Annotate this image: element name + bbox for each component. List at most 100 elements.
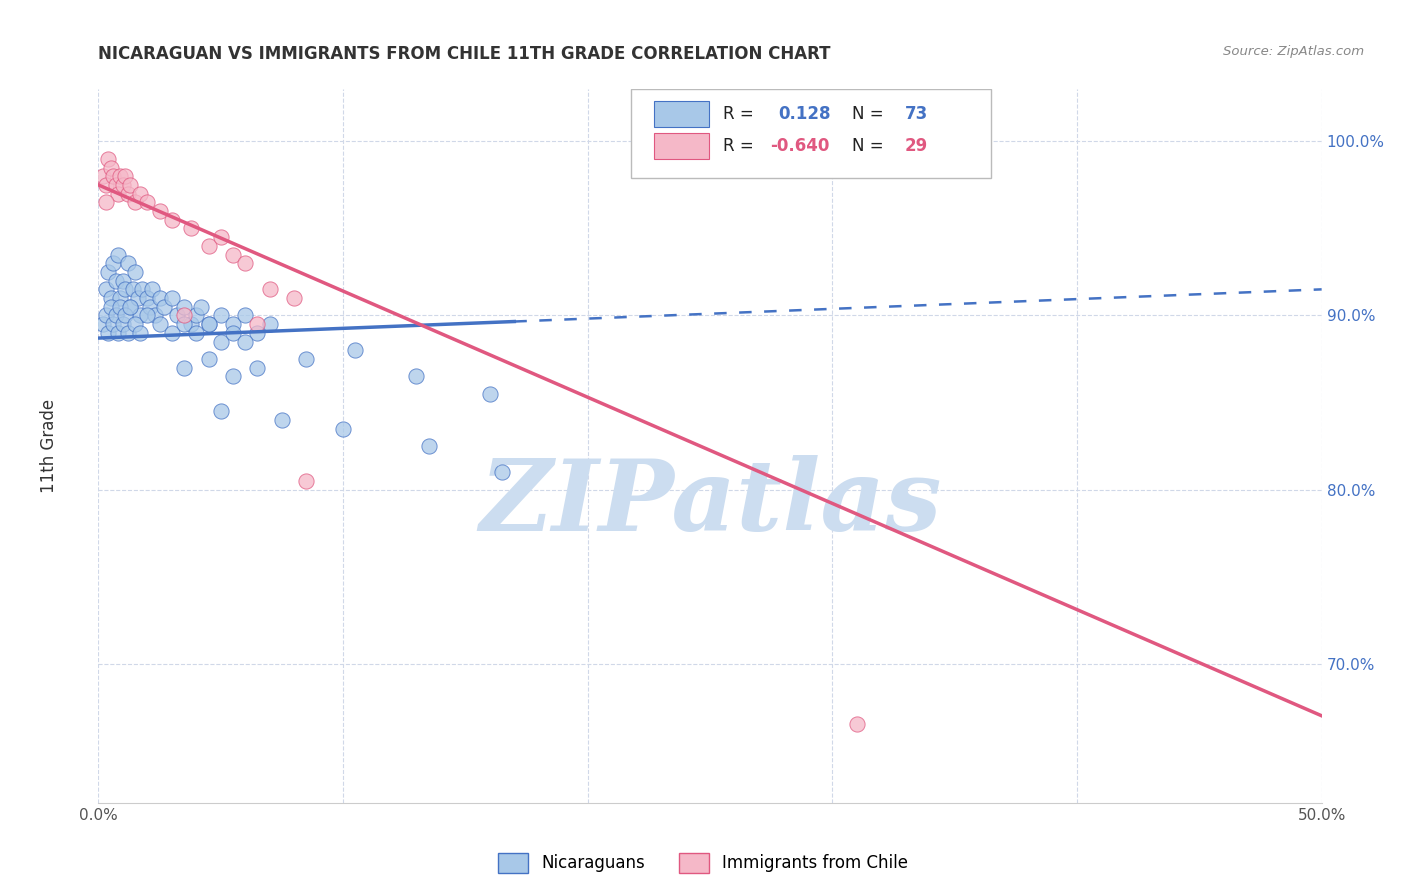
- Point: [197, 317, 219, 331]
- Point: [344, 343, 367, 358]
- Point: [246, 317, 269, 331]
- Point: [173, 300, 195, 314]
- Point: [91, 169, 114, 184]
- Point: [160, 212, 183, 227]
- Point: [97, 265, 120, 279]
- Point: [160, 291, 183, 305]
- Point: [101, 317, 124, 331]
- Point: [149, 204, 172, 219]
- Text: 73: 73: [904, 105, 928, 123]
- Point: [173, 309, 195, 323]
- Point: [222, 317, 245, 331]
- Point: [94, 282, 117, 296]
- Text: R =: R =: [724, 137, 754, 155]
- Point: [120, 300, 142, 314]
- Point: [246, 360, 269, 375]
- Text: 29: 29: [904, 137, 928, 155]
- Text: R =: R =: [724, 105, 754, 123]
- Text: 0.128: 0.128: [779, 105, 831, 123]
- Point: [111, 317, 134, 331]
- Point: [222, 247, 245, 261]
- Point: [418, 439, 440, 453]
- Point: [283, 291, 305, 305]
- Point: [120, 300, 142, 314]
- Point: [129, 186, 152, 201]
- Point: [124, 195, 146, 210]
- Point: [110, 291, 132, 305]
- Point: [110, 169, 132, 184]
- Point: [136, 195, 159, 210]
- Point: [107, 326, 129, 340]
- FancyBboxPatch shape: [630, 89, 991, 178]
- Point: [173, 317, 195, 331]
- Point: [104, 178, 127, 192]
- Point: [129, 326, 152, 340]
- Point: [136, 309, 159, 323]
- Point: [233, 334, 256, 349]
- Point: [100, 161, 122, 175]
- Point: [190, 300, 212, 314]
- Point: [186, 309, 208, 323]
- Point: [259, 282, 281, 296]
- Point: [650, 143, 672, 157]
- Point: [104, 309, 127, 323]
- Text: ZIPatlas: ZIPatlas: [479, 455, 941, 551]
- Point: [111, 274, 134, 288]
- Point: [121, 282, 143, 296]
- Point: [209, 230, 232, 244]
- Point: [180, 317, 202, 331]
- Point: [100, 291, 122, 305]
- Point: [124, 265, 146, 279]
- Point: [246, 326, 269, 340]
- Point: [197, 239, 219, 253]
- Point: [197, 317, 219, 331]
- Point: [233, 256, 256, 270]
- Point: [97, 152, 120, 166]
- Point: [129, 309, 152, 323]
- Point: [143, 309, 166, 323]
- Point: [173, 360, 195, 375]
- Point: [222, 326, 245, 340]
- Point: [117, 186, 139, 201]
- Point: [97, 326, 120, 340]
- Point: [141, 282, 163, 296]
- Point: [100, 300, 122, 314]
- Point: [139, 300, 162, 314]
- Point: [149, 317, 172, 331]
- Point: [114, 169, 136, 184]
- FancyBboxPatch shape: [654, 134, 709, 159]
- Text: 11th Grade: 11th Grade: [41, 399, 58, 493]
- Point: [149, 291, 172, 305]
- Point: [491, 465, 513, 479]
- Point: [110, 300, 132, 314]
- Point: [94, 195, 117, 210]
- Point: [101, 169, 124, 184]
- Point: [91, 317, 114, 331]
- Text: Source: ZipAtlas.com: Source: ZipAtlas.com: [1223, 45, 1364, 58]
- Point: [295, 474, 318, 488]
- Point: [114, 309, 136, 323]
- Point: [124, 317, 146, 331]
- Point: [111, 178, 134, 192]
- Text: -0.640: -0.640: [770, 137, 830, 155]
- Point: [117, 256, 139, 270]
- Point: [107, 186, 129, 201]
- Point: [166, 309, 188, 323]
- Point: [222, 369, 245, 384]
- Point: [107, 247, 129, 261]
- Point: [114, 282, 136, 296]
- Point: [209, 404, 232, 418]
- Point: [845, 717, 868, 731]
- Text: N =: N =: [852, 105, 883, 123]
- Legend: Nicaraguans, Immigrants from Chile: Nicaraguans, Immigrants from Chile: [492, 847, 914, 880]
- Point: [332, 421, 354, 435]
- Point: [160, 326, 183, 340]
- Point: [117, 326, 139, 340]
- Point: [120, 178, 142, 192]
- Text: NICARAGUAN VS IMMIGRANTS FROM CHILE 11TH GRADE CORRELATION CHART: NICARAGUAN VS IMMIGRANTS FROM CHILE 11TH…: [98, 45, 831, 62]
- Point: [94, 309, 117, 323]
- Point: [270, 413, 294, 427]
- Point: [295, 351, 318, 366]
- Point: [405, 369, 427, 384]
- Point: [136, 291, 159, 305]
